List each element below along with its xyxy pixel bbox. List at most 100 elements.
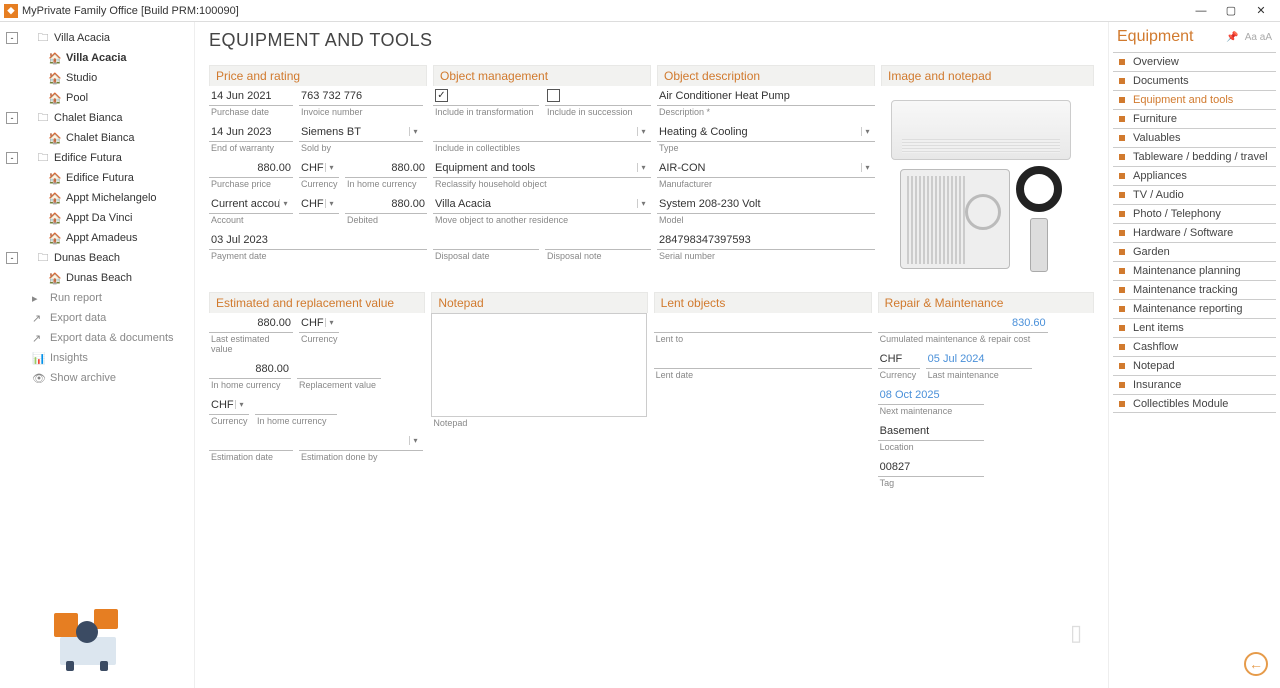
minimize-button[interactable]: — (1186, 1, 1216, 21)
move-object[interactable]: Villa Acacia▾ (433, 194, 651, 214)
tree-folder[interactable]: -🗀Dunas Beach (4, 248, 190, 268)
expand-icon[interactable]: - (6, 112, 18, 124)
last-maintenance[interactable]: 05 Jul 2024 (926, 349, 1032, 369)
end-warranty[interactable]: 14 Jun 2023 (209, 122, 293, 142)
equipment-illustration (50, 603, 130, 673)
lent-to[interactable] (654, 313, 872, 333)
rightnav-item[interactable]: Cashflow (1113, 337, 1276, 356)
next-maintenance[interactable]: 08 Oct 2025 (878, 385, 984, 405)
manufacturer[interactable]: AIR-CON▾ (657, 158, 875, 178)
include-succession[interactable] (545, 86, 651, 106)
disposal-note[interactable] (545, 230, 651, 250)
location[interactable]: Basement (878, 421, 984, 441)
card-object-management: Object management ✓ Include in transform… (433, 65, 651, 286)
debited: 880.00 (345, 194, 427, 214)
rightnav-item[interactable]: Insurance (1113, 375, 1276, 394)
card-header: Object description (657, 65, 875, 86)
action-item[interactable]: 👁Show archive (4, 368, 190, 388)
rightnav-item[interactable]: Maintenance tracking (1113, 280, 1276, 299)
tag[interactable]: 00827 (878, 457, 984, 477)
right-sidebar-title: Equipment (1117, 28, 1194, 46)
rightnav-item[interactable]: Equipment and tools (1113, 90, 1276, 109)
lent-date[interactable] (654, 349, 872, 369)
rightnav-item[interactable]: Photo / Telephony (1113, 204, 1276, 223)
purchase-date[interactable]: 14 Jun 2021 (209, 86, 293, 106)
rightnav-item[interactable]: Hardware / Software (1113, 223, 1276, 242)
expand-icon[interactable]: - (6, 252, 18, 264)
description[interactable]: Air Conditioner Heat Pump (657, 86, 875, 106)
model[interactable]: System 208-230 Volt (657, 194, 875, 214)
rightnav-item[interactable]: Tableware / bedding / travel (1113, 147, 1276, 166)
font-size-icon[interactable]: Aa aA (1245, 32, 1272, 43)
rightnav-item[interactable]: Maintenance reporting (1113, 299, 1276, 318)
sold-by[interactable]: Siemens BT▾ (299, 122, 423, 142)
home-currency: 880.00 (345, 158, 427, 178)
rightnav-item[interactable]: Garden (1113, 242, 1276, 261)
account[interactable]: Current account [C▾ (209, 194, 293, 214)
home-icon: 🏠 (48, 232, 62, 245)
type[interactable]: Heating & Cooling▾ (657, 122, 875, 142)
card-header: Image and notepad (881, 65, 1094, 86)
action-item[interactable]: ↗Export data & documents (4, 328, 190, 348)
rightnav-item[interactable]: Collectibles Module (1113, 394, 1276, 413)
notepad-textarea[interactable] (431, 313, 647, 417)
home-icon: 🏠 (48, 272, 62, 285)
bullet-icon (1119, 154, 1125, 160)
repl-currency[interactable]: CHF▾ (209, 395, 249, 415)
tree-item[interactable]: 🏠Dunas Beach (4, 268, 190, 288)
equipment-image[interactable] (881, 86, 1081, 286)
bullet-icon (1119, 249, 1125, 255)
action-item[interactable]: ▸Run report (4, 288, 190, 308)
action-item[interactable]: 📊Insights (4, 348, 190, 368)
estimation-date[interactable] (209, 431, 293, 451)
estimation-done-by[interactable]: ▾ (299, 431, 423, 451)
expand-icon[interactable]: - (6, 152, 18, 164)
serial-number[interactable]: 284798347397593 (657, 230, 875, 250)
include-transformation[interactable]: ✓ (433, 86, 539, 106)
rightnav-item[interactable]: Furniture (1113, 109, 1276, 128)
tree-folder[interactable]: -🗀Chalet Bianca (4, 108, 190, 128)
replacement-value[interactable] (297, 359, 381, 379)
rightnav-item[interactable]: Valuables (1113, 128, 1276, 147)
action-item[interactable]: ↗Export data (4, 308, 190, 328)
tree-item[interactable]: 🏠Appt Amadeus (4, 228, 190, 248)
last-estimated-value[interactable]: 880.00 (209, 313, 293, 333)
bullet-icon (1119, 268, 1125, 274)
rightnav-item[interactable]: Appliances (1113, 166, 1276, 185)
rightnav-item[interactable]: Maintenance planning (1113, 261, 1276, 280)
tree-item[interactable]: 🏠Studio (4, 68, 190, 88)
expand-icon[interactable]: - (6, 32, 18, 44)
tree-folder[interactable]: -🗀Edifice Futura (4, 148, 190, 168)
tree-folder[interactable]: -🗀Villa Acacia (4, 28, 190, 48)
card-lent-objects: Lent objects Lent to Lent date (654, 292, 872, 493)
right-sidebar: Equipment 📌 Aa aA OverviewDocumentsEquip… (1108, 22, 1280, 688)
include-collectibles[interactable]: ▾ (433, 122, 651, 142)
tree-item[interactable]: 🏠Villa Acacia (4, 48, 190, 68)
est-currency[interactable]: CHF▾ (299, 313, 339, 333)
back-button[interactable]: ← (1244, 652, 1268, 676)
tree-item[interactable]: 🏠Appt Da Vinci (4, 208, 190, 228)
action-icon: ▸ (32, 292, 46, 305)
pin-icon[interactable]: 📌 (1226, 32, 1238, 43)
rightnav-item[interactable]: Overview (1113, 52, 1276, 71)
rightnav-item[interactable]: Documents (1113, 71, 1276, 90)
disposal-date[interactable] (433, 230, 539, 250)
main-content: EQUIPMENT AND TOOLS Price and rating 14 … (195, 22, 1108, 688)
tree-item[interactable]: 🏠Appt Michelangelo (4, 188, 190, 208)
tree-item[interactable]: 🏠Pool (4, 88, 190, 108)
rightnav-item[interactable]: Notepad (1113, 356, 1276, 375)
maximize-button[interactable]: ▢ (1216, 1, 1246, 21)
close-button[interactable]: ✕ (1246, 1, 1276, 21)
debited-currency[interactable]: CHF▾ (299, 194, 339, 214)
payment-date[interactable]: 03 Jul 2023 (209, 230, 427, 250)
maintenance-cost[interactable]: 830.60 (878, 313, 1048, 333)
rightnav-item[interactable]: TV / Audio (1113, 185, 1276, 204)
currency[interactable]: CHF▾ (299, 158, 339, 178)
invoice-number[interactable]: 763 732 776 (299, 86, 423, 106)
tree-item[interactable]: 🏠Chalet Bianca (4, 128, 190, 148)
reclassify[interactable]: Equipment and tools▾ (433, 158, 651, 178)
purchase-price[interactable]: 880.00 (209, 158, 293, 178)
rightnav-item[interactable]: Lent items (1113, 318, 1276, 337)
tree-item[interactable]: 🏠Edifice Futura (4, 168, 190, 188)
app-title: MyPrivate Family Office [Build PRM:10009… (22, 5, 1186, 17)
